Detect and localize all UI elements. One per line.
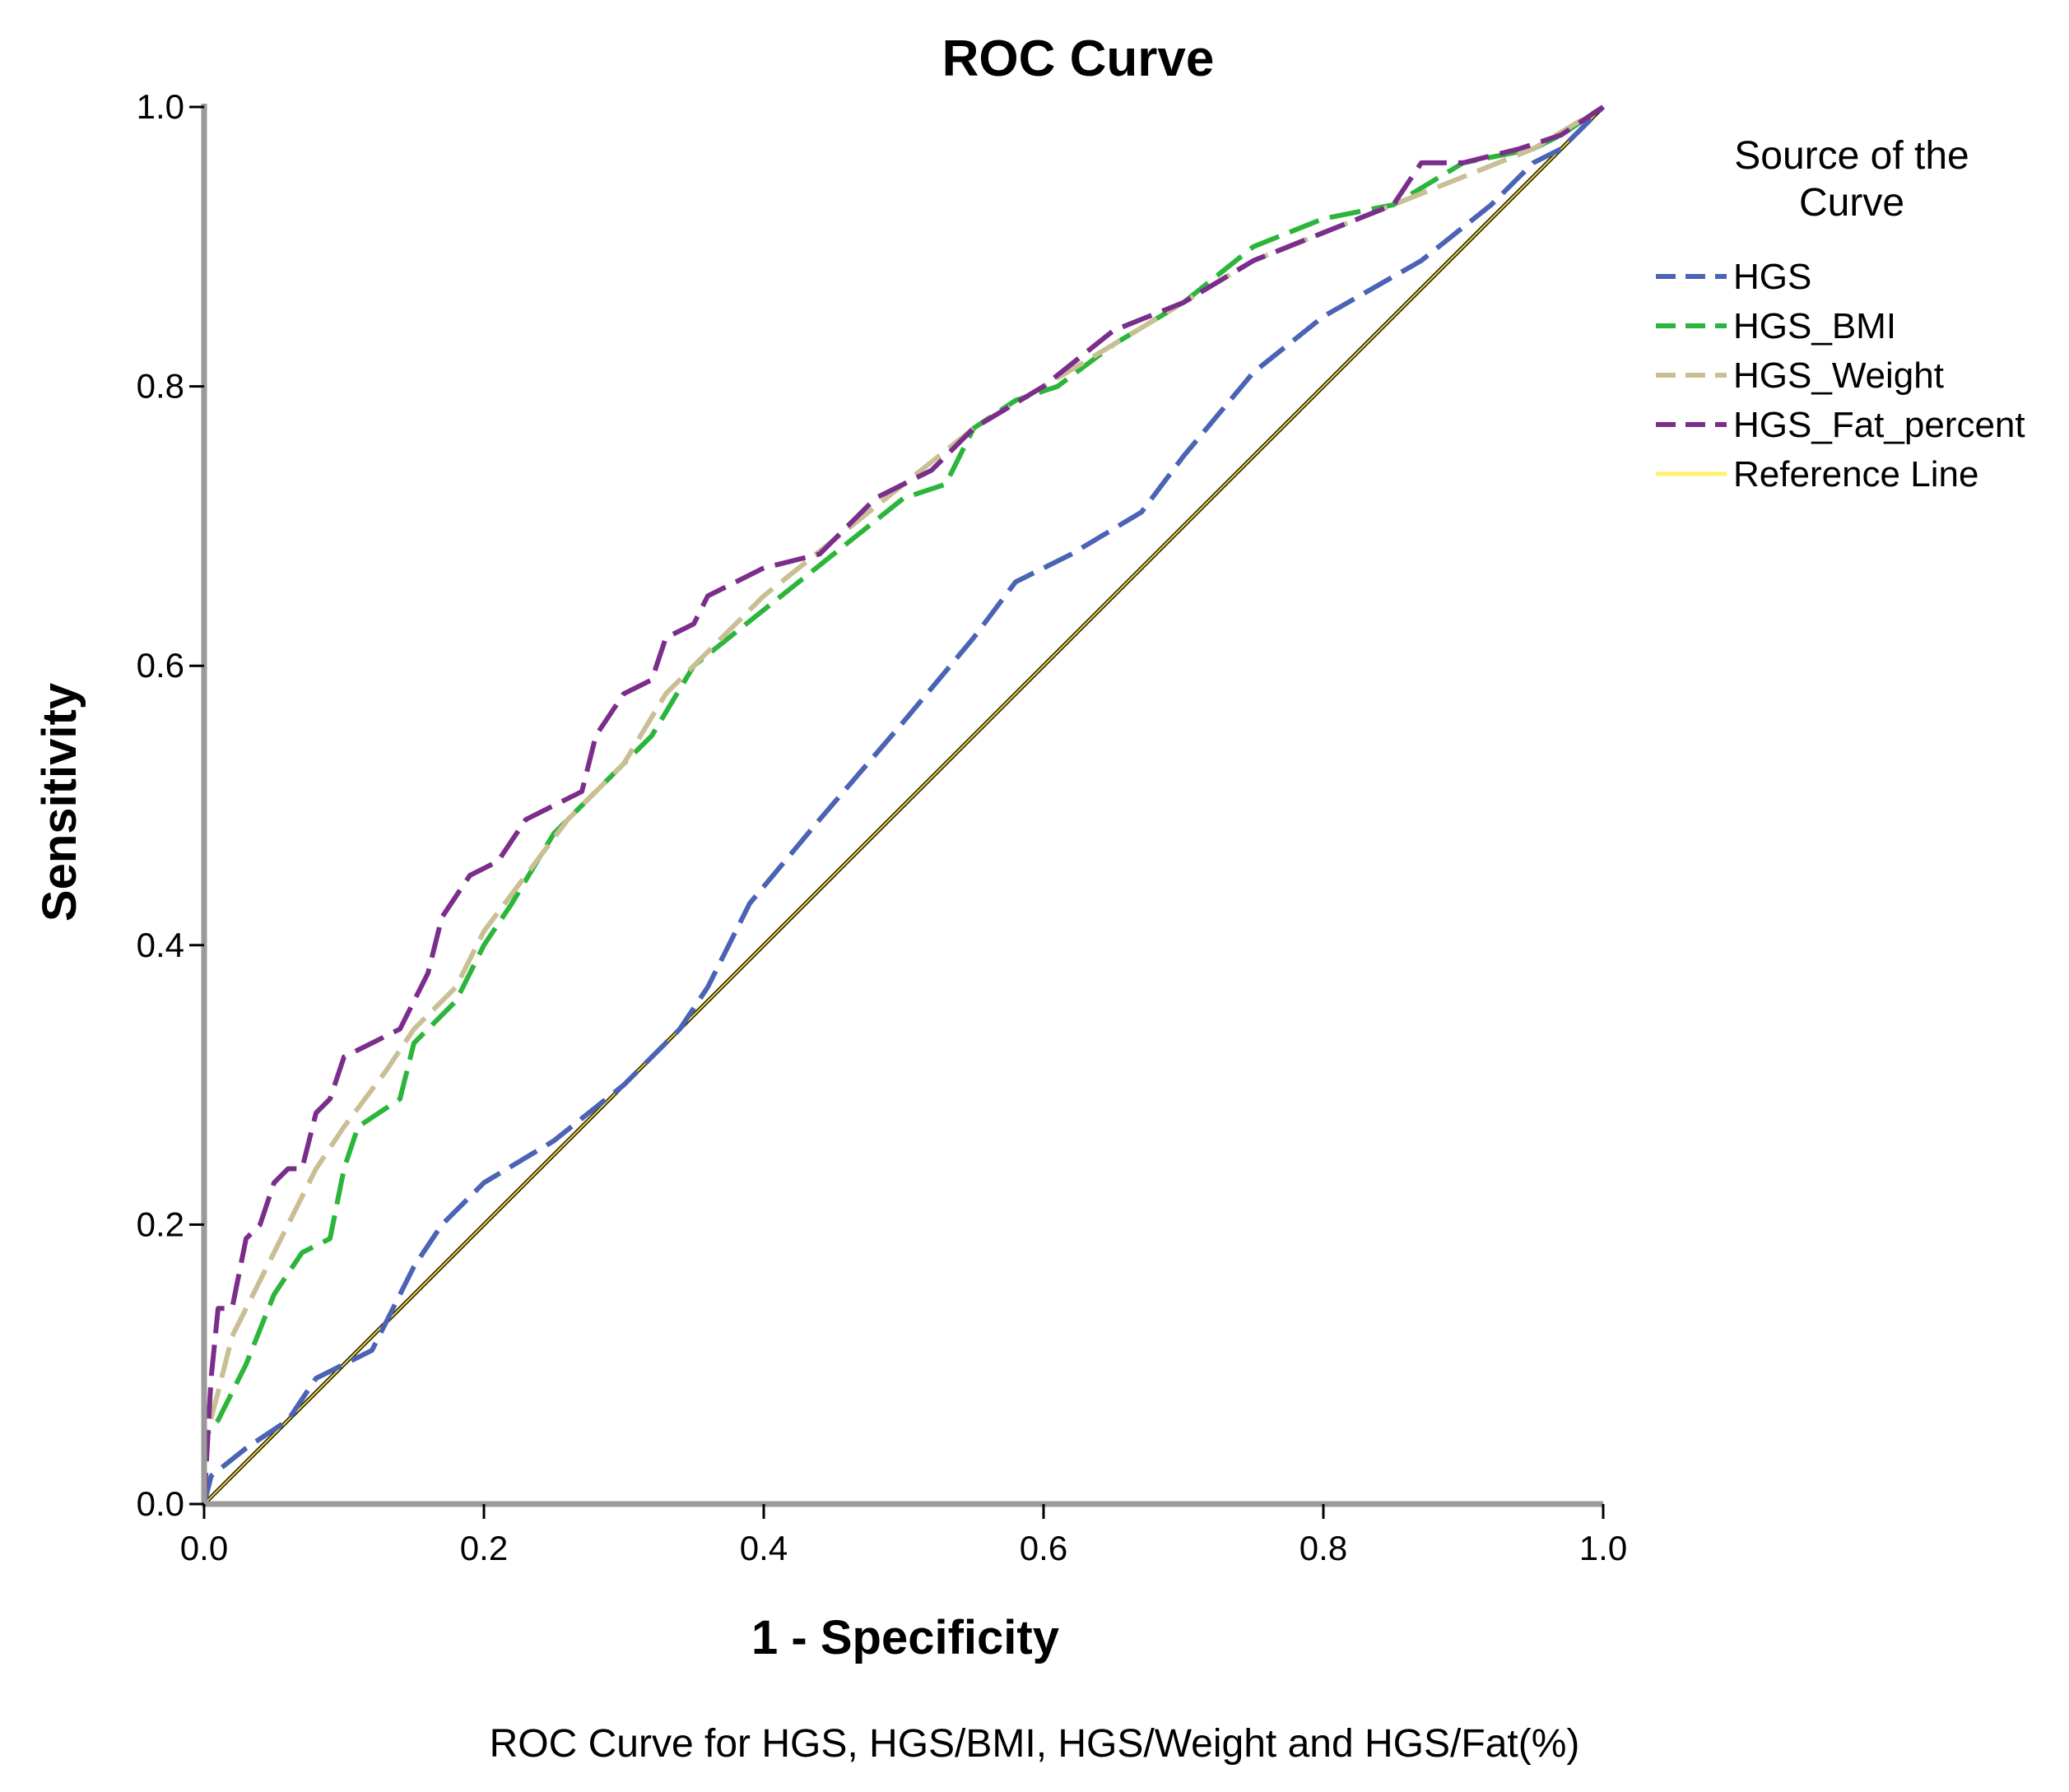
series-line-hgs xyxy=(202,104,1606,1505)
legend-label-hgs-weight: HGS_Weight xyxy=(1733,355,1944,396)
legend-label-reference-line: Reference Line xyxy=(1733,454,1978,494)
plot-area xyxy=(202,104,1606,1506)
y-axis-title: Sensitivity xyxy=(33,683,86,922)
legend-label-hgs: HGS xyxy=(1733,257,1811,297)
chart-title: ROC Curve xyxy=(942,30,1215,87)
series-line-hgs-bmi xyxy=(202,104,1605,1505)
legend-title-line2: Curve xyxy=(1799,181,1904,225)
x-tick-label: 0.6 xyxy=(1020,1529,1067,1567)
legend-label-hgs-fat-percent: HGS_Fat_percent xyxy=(1733,405,2025,445)
y-tick-label: 0.0 xyxy=(137,1484,184,1523)
figure-caption: ROC Curve for HGS, HGS/BMI, HGS/Weight a… xyxy=(490,1722,1580,1766)
x-tick-label: 0.0 xyxy=(180,1529,228,1567)
legend-label-hgs-bmi: HGS_BMI xyxy=(1733,306,1896,346)
y-tick-label: 0.6 xyxy=(137,646,184,685)
y-tick-label: 0.4 xyxy=(137,926,184,964)
y-tick-label: 1.0 xyxy=(137,87,184,126)
series-line-hgs-weight xyxy=(202,104,1605,1505)
legend-title-line1: Source of the xyxy=(1734,134,1969,178)
axes: 0.0 0.2 0.4 0.6 0.8 1.0 0.0 0.2 0.4 0.6 0.8 1.0 xyxy=(137,87,1628,1567)
x-tick-label: 1.0 xyxy=(1579,1529,1627,1567)
y-tick-label: 0.2 xyxy=(137,1205,184,1243)
x-tick-label: 0.8 xyxy=(1300,1529,1347,1567)
series-line-reference-line xyxy=(203,106,1604,1505)
series-line-hgs-fat-percent xyxy=(202,104,1605,1505)
x-axis-title: 1 - Specificity xyxy=(751,1611,1059,1664)
legend: Source of the Curve HGS HGS_BMI HGS_Weight… xyxy=(1656,134,2025,494)
y-tick-label: 0.8 xyxy=(137,367,184,406)
x-tick-label: 0.4 xyxy=(740,1529,788,1567)
x-tick-label: 0.2 xyxy=(460,1529,508,1567)
